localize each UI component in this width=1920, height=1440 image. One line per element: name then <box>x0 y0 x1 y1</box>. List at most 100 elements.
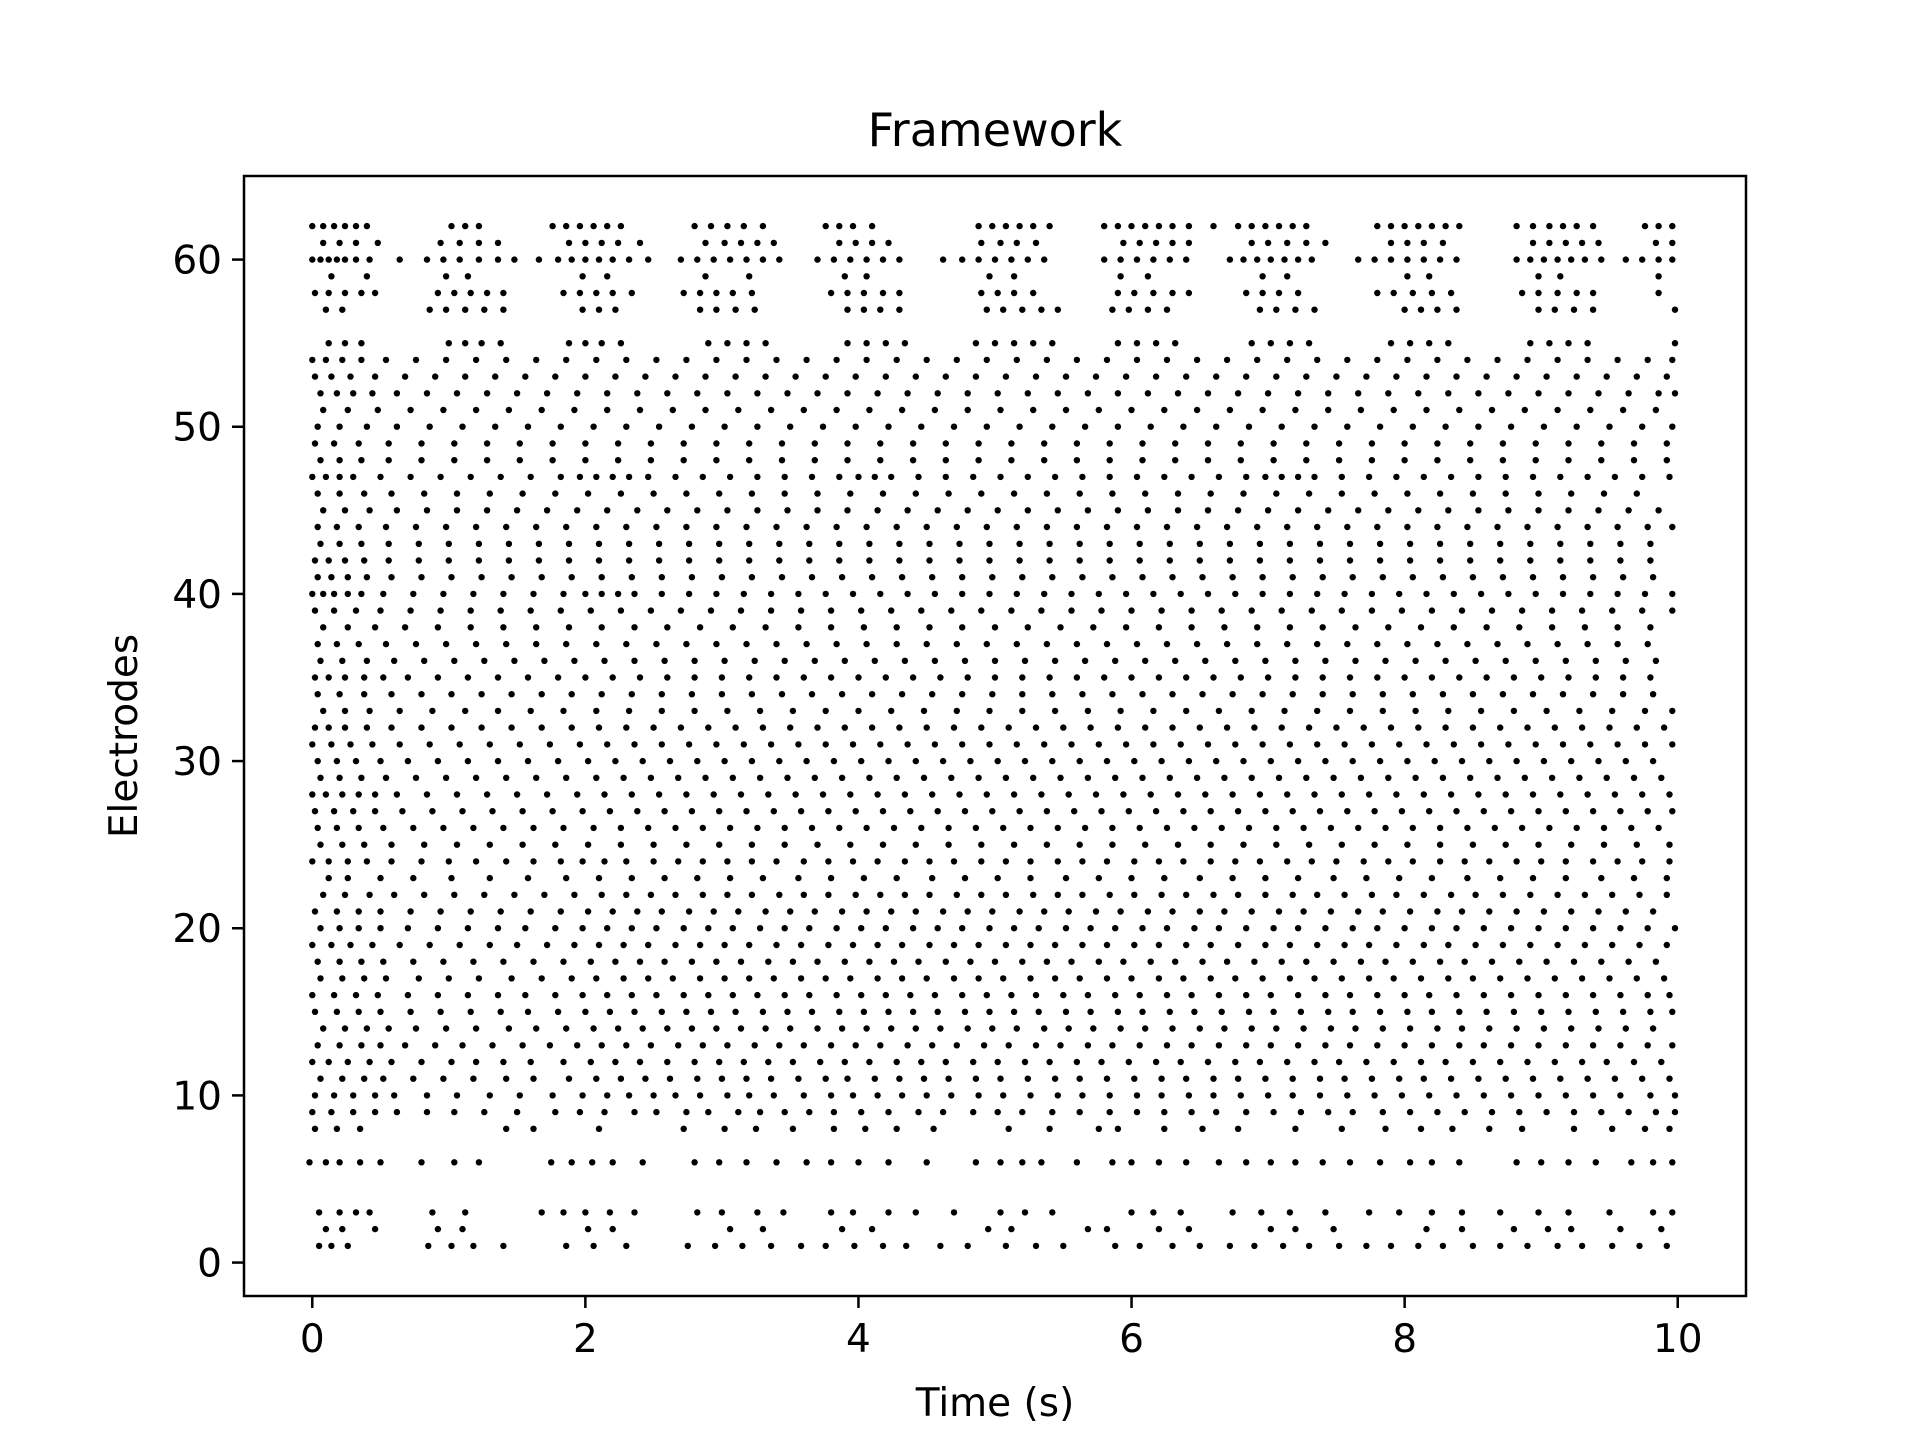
spike-marker <box>1396 741 1403 748</box>
spike-marker <box>352 1209 360 1216</box>
spike-marker <box>1027 941 1034 949</box>
spike-marker <box>1136 239 1143 247</box>
spike-marker <box>1562 858 1570 865</box>
spike-marker <box>330 440 338 447</box>
spike-marker <box>1131 891 1138 898</box>
spike-marker <box>437 239 444 247</box>
spike-marker <box>1344 423 1351 430</box>
spike-marker <box>589 1159 596 1166</box>
spike-marker <box>1518 1125 1526 1133</box>
spike-marker <box>1183 1159 1190 1166</box>
spike-marker <box>1117 256 1124 263</box>
spike-marker <box>1499 574 1507 581</box>
spike-marker <box>1595 390 1602 397</box>
spike-marker <box>948 1092 955 1099</box>
spike-marker <box>1297 1108 1305 1116</box>
spike-marker <box>614 590 622 598</box>
spike-marker <box>1428 674 1436 681</box>
spike-marker <box>623 523 630 531</box>
spike-marker <box>1589 1092 1597 1099</box>
spike-marker <box>1439 574 1447 581</box>
spike-marker <box>415 975 422 982</box>
spike-marker <box>579 306 586 313</box>
spike-marker <box>1641 1125 1649 1133</box>
spike-marker <box>647 457 655 464</box>
spike-marker <box>1016 557 1023 564</box>
spike-marker <box>1666 473 1673 481</box>
spike-marker <box>1529 874 1537 882</box>
spike-marker <box>1311 975 1318 982</box>
spike-marker <box>1043 523 1051 531</box>
spike-marker <box>814 724 821 731</box>
spike-marker <box>1387 239 1395 247</box>
spike-marker <box>746 975 753 982</box>
spike-marker <box>926 941 933 949</box>
spike-marker <box>926 624 933 631</box>
spike-marker <box>1292 1125 1299 1133</box>
spike-marker <box>950 858 958 865</box>
spike-marker <box>1174 490 1182 497</box>
spike-marker <box>877 306 884 313</box>
spike-marker <box>396 741 403 748</box>
spike-marker <box>1527 540 1534 547</box>
spike-marker <box>1234 941 1242 949</box>
spike-marker <box>1488 406 1496 414</box>
spike-marker <box>986 1008 993 1015</box>
spike-marker <box>827 1159 835 1166</box>
spike-marker <box>1221 1025 1228 1032</box>
spike-marker <box>661 958 668 965</box>
spike-marker <box>453 1092 461 1099</box>
spike-marker <box>1262 473 1269 481</box>
spike-marker <box>1587 590 1594 598</box>
spike-marker <box>1592 1159 1600 1166</box>
spike-marker <box>841 657 848 664</box>
spike-marker <box>429 707 436 715</box>
spike-marker <box>309 1108 316 1116</box>
spike-marker <box>1275 222 1283 230</box>
spike-marker <box>1286 1209 1294 1216</box>
spike-marker <box>328 574 335 581</box>
spike-marker <box>1092 908 1100 915</box>
spike-marker <box>481 1108 488 1116</box>
spike-marker <box>1669 222 1676 230</box>
spike-marker <box>459 423 466 430</box>
spike-marker <box>937 674 944 681</box>
spike-marker <box>1095 1125 1103 1133</box>
spike-marker <box>929 1042 936 1049</box>
spike-marker <box>356 1159 364 1166</box>
spike-marker <box>385 540 392 547</box>
spike-marker <box>743 340 750 347</box>
spike-marker <box>1453 306 1460 313</box>
spike-marker <box>1497 724 1504 731</box>
spike-marker <box>1177 741 1184 748</box>
spike-marker <box>1363 1242 1370 1250</box>
spike-marker <box>1120 958 1127 965</box>
spike-marker <box>863 256 870 263</box>
spike-marker <box>907 991 914 999</box>
chart-title: Framework <box>868 103 1123 157</box>
spike-marker <box>1559 222 1567 230</box>
spike-marker <box>309 791 316 798</box>
spike-marker <box>950 975 958 982</box>
spike-marker <box>1316 1092 1324 1099</box>
spike-marker <box>1584 473 1591 481</box>
spike-marker <box>1617 540 1624 547</box>
spike-marker <box>628 991 635 999</box>
spike-marker <box>836 1008 843 1015</box>
spike-marker <box>505 540 513 547</box>
spike-marker <box>759 874 767 882</box>
spike-marker <box>1434 356 1441 364</box>
spike-marker <box>1475 791 1482 798</box>
spike-marker <box>315 1209 323 1216</box>
spike-marker <box>1417 975 1425 982</box>
spike-marker <box>1294 507 1302 514</box>
spike-marker <box>1540 423 1548 430</box>
spike-marker <box>827 674 835 681</box>
spike-marker <box>781 490 788 497</box>
spike-marker <box>1546 340 1553 347</box>
spike-marker <box>1639 791 1646 798</box>
spike-marker <box>1245 1008 1253 1015</box>
spike-marker <box>339 657 346 664</box>
spike-marker <box>1114 507 1122 514</box>
spike-marker <box>841 1058 848 1066</box>
